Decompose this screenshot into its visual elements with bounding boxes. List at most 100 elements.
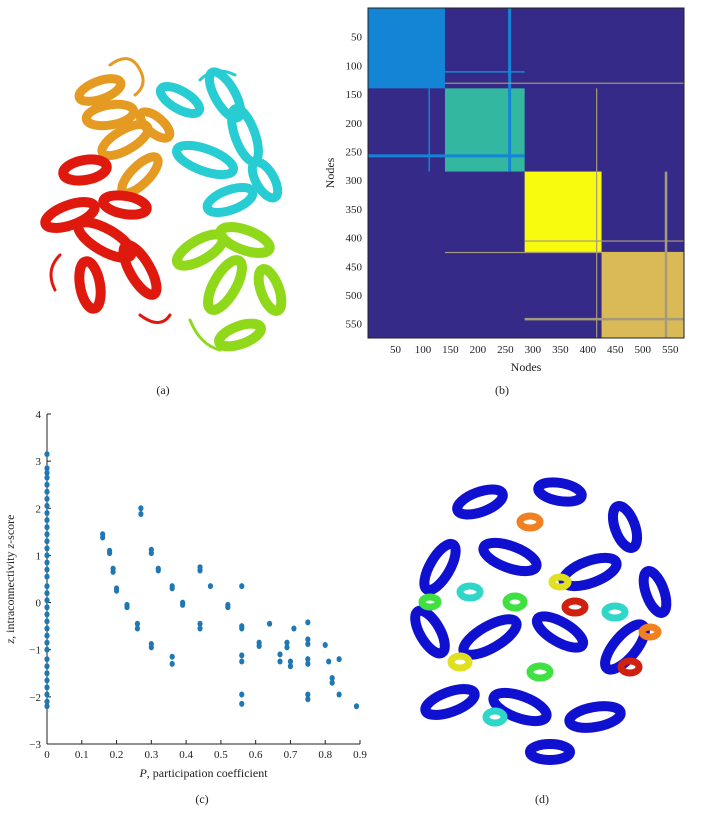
scatter-y-axis-label: z, intraconnectivity z-score bbox=[3, 515, 17, 645]
scatter-point bbox=[277, 658, 283, 665]
scatter-point bbox=[44, 481, 50, 488]
matrix-module-2 bbox=[444, 88, 525, 172]
scatter-x-tick-label: 0.3 bbox=[144, 749, 158, 761]
scatter-point bbox=[44, 632, 50, 639]
scatter-x-tick-label: 0.5 bbox=[214, 749, 228, 761]
scatter-point bbox=[44, 552, 50, 559]
matrix-y-tick-label: 300 bbox=[346, 175, 363, 187]
scatter-point bbox=[44, 451, 50, 458]
scatter-point bbox=[44, 465, 50, 472]
protein-domains-illustration bbox=[40, 57, 287, 352]
scatter-point bbox=[44, 517, 50, 524]
matrix-x-tick-label: 200 bbox=[470, 344, 487, 356]
matrix-connection-line-5 bbox=[444, 82, 684, 84]
scatter-point bbox=[44, 646, 50, 653]
scatter-point bbox=[44, 611, 50, 618]
scatter-point bbox=[305, 691, 311, 698]
scatter-point bbox=[134, 620, 141, 627]
scatter-x-tick-label: 0.6 bbox=[249, 749, 263, 761]
matrix-x-tick-label: 100 bbox=[415, 344, 432, 356]
scatter-point bbox=[44, 566, 50, 573]
matrix-frame bbox=[367, 7, 685, 339]
scatter-point bbox=[169, 653, 175, 660]
matrix-chart: 50 100 150 200 250 300 350 400 450 500 550 50 100 150… bbox=[323, 7, 685, 374]
scatter-point bbox=[44, 559, 50, 566]
scatter-x-tick-label: 0.8 bbox=[318, 749, 332, 761]
matrix-y-tick-label: 350 bbox=[346, 204, 363, 216]
scatter-point bbox=[44, 583, 50, 590]
matrix-x-tick-label: 500 bbox=[635, 344, 652, 356]
matrix-connection-line-7 bbox=[524, 240, 684, 242]
scatter-point bbox=[239, 652, 245, 659]
scatter-point bbox=[180, 601, 186, 608]
matrix-connection-line-10 bbox=[444, 251, 602, 254]
caption-d: (d) bbox=[535, 792, 549, 806]
scatter-point bbox=[134, 625, 141, 632]
scatter-x-tick-label: 0 bbox=[44, 749, 50, 761]
scatter-point bbox=[44, 670, 50, 677]
scatter-point bbox=[353, 703, 360, 710]
scatter-point bbox=[207, 583, 214, 590]
scatter-point bbox=[44, 488, 50, 495]
scatter-point bbox=[44, 495, 50, 502]
scatter-point bbox=[148, 644, 154, 651]
matrix-x-tick-label: 400 bbox=[580, 344, 597, 356]
scatter-point bbox=[225, 604, 231, 611]
scatter-point bbox=[155, 567, 161, 574]
scatter-point bbox=[44, 502, 50, 509]
scatter-point bbox=[138, 510, 144, 517]
scatter-y-tick-label: 2 bbox=[36, 503, 42, 515]
scatter-point bbox=[284, 639, 290, 646]
protein-participation-illustration bbox=[410, 477, 672, 765]
cyan-domain bbox=[155, 67, 283, 217]
scatter-point bbox=[138, 505, 144, 512]
scatter-point bbox=[44, 573, 50, 580]
scatter-point bbox=[239, 658, 245, 665]
scatter-point bbox=[44, 469, 50, 476]
matrix-x-tick-label: 450 bbox=[607, 344, 624, 356]
matrix-x-tick-label: 550 bbox=[662, 344, 679, 356]
scatter-point bbox=[44, 625, 50, 632]
scatter-point bbox=[287, 658, 294, 665]
caption-b: (b) bbox=[495, 383, 509, 397]
scatter-point bbox=[44, 656, 50, 663]
scatter-point bbox=[266, 620, 273, 627]
matrix-y-axis-label: Nodes bbox=[323, 157, 337, 188]
scatter-point bbox=[44, 590, 50, 597]
scatter-point bbox=[44, 677, 50, 684]
matrix-y-tick-label: 400 bbox=[346, 233, 363, 245]
scatter-point bbox=[239, 691, 245, 698]
matrix-connection-line-3 bbox=[508, 8, 512, 172]
matrix-y-tick-label: 500 bbox=[346, 290, 363, 302]
scatter-y-axis-label-symbol: z bbox=[3, 638, 17, 644]
scatter-point bbox=[197, 620, 203, 627]
matrix-connection-line-4 bbox=[428, 8, 430, 172]
scatter-y-tick-label: 4 bbox=[36, 409, 42, 421]
matrix-x-tick-label: 300 bbox=[525, 344, 542, 356]
scatter-point bbox=[44, 545, 50, 552]
matrix-y-tick-label: 250 bbox=[346, 146, 363, 158]
scatter-point bbox=[239, 583, 245, 590]
red-domain bbox=[40, 154, 172, 324]
matrix-x-axis-label: Nodes bbox=[511, 360, 542, 374]
scatter-point bbox=[326, 658, 332, 665]
matrix-y-tick-label: 50 bbox=[351, 32, 363, 44]
scatter-point bbox=[44, 698, 50, 705]
scatter-point bbox=[124, 604, 130, 611]
scatter-point bbox=[44, 524, 50, 531]
matrix-y-tick-label: 100 bbox=[346, 60, 363, 72]
scatter-y-tick-label: −3 bbox=[29, 739, 41, 751]
scatter-x-axis-label: P, participation coefficient bbox=[138, 766, 268, 780]
matrix-y-tick-label: 450 bbox=[346, 261, 363, 273]
scatter-x-tick-label: 0.4 bbox=[179, 749, 193, 761]
scatter-x-axis-label-text: , participation coefficient bbox=[147, 766, 268, 780]
scatter-point bbox=[113, 587, 120, 594]
scatter-point bbox=[44, 663, 50, 670]
scatter-point bbox=[44, 618, 50, 625]
scatter-point bbox=[305, 636, 311, 643]
scatter-point bbox=[44, 531, 50, 538]
scatter-point bbox=[107, 550, 113, 557]
scatter-point bbox=[239, 700, 245, 707]
caption-a: (a) bbox=[156, 383, 170, 397]
scatter-y-axis-label-symbol-2: z bbox=[3, 544, 17, 550]
